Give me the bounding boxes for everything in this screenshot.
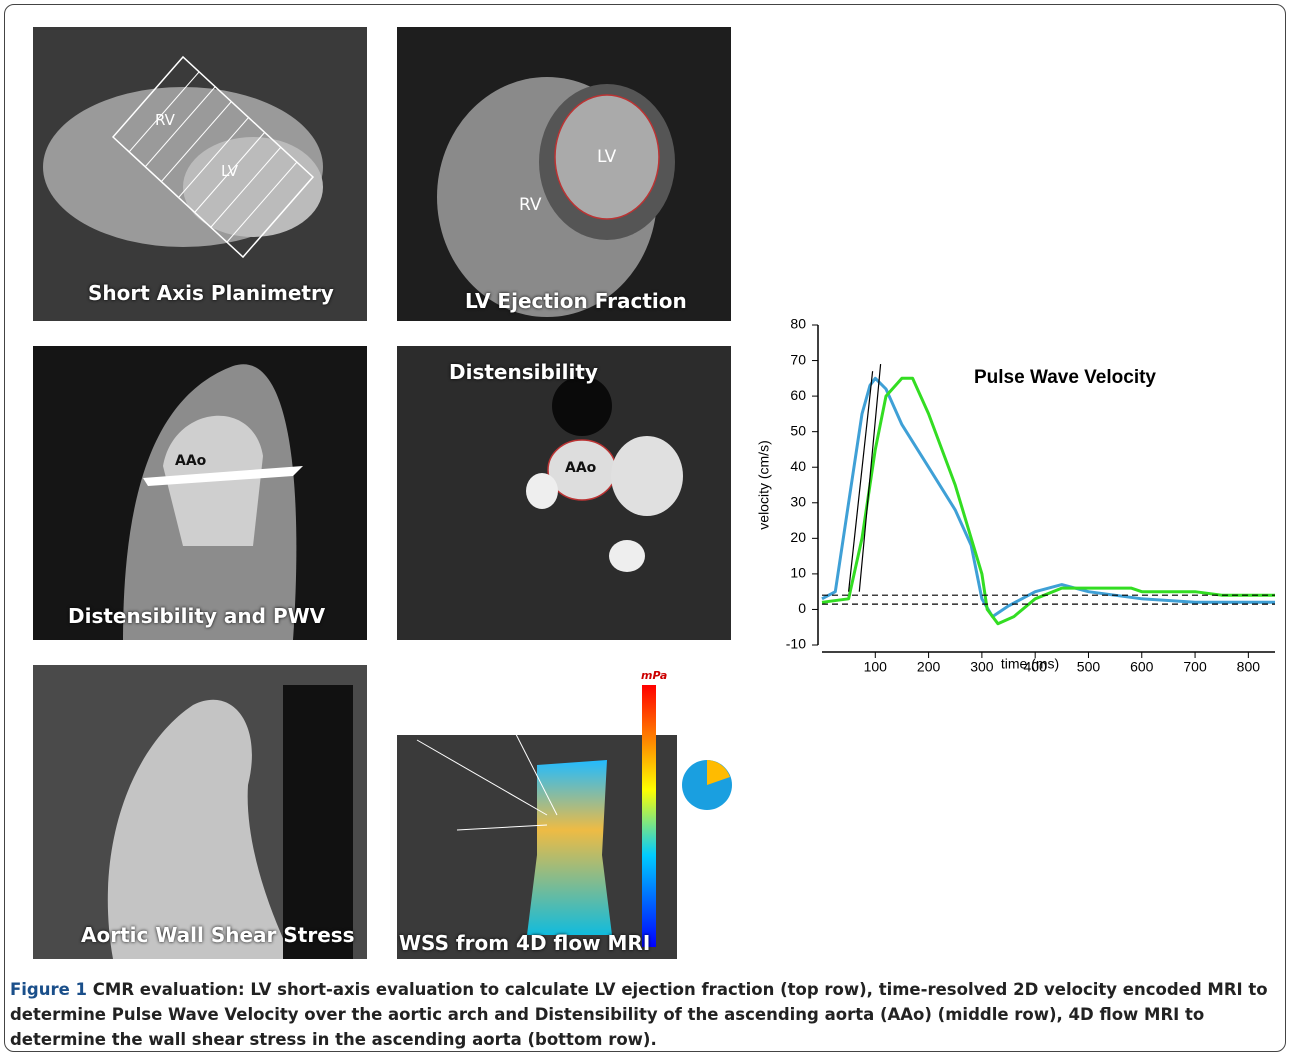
y-tick-label: -10 — [786, 636, 806, 652]
y-tick-label: 70 — [790, 351, 806, 367]
y-tick-label: 50 — [790, 422, 806, 438]
x-tick-label: 800 — [1237, 659, 1261, 675]
y-tick-label: 0 — [798, 600, 806, 616]
annotation: AAo — [565, 460, 596, 476]
y-tick-label: 80 — [790, 316, 806, 332]
chart-title: Pulse Wave Velocity — [974, 367, 1156, 388]
annotation: RV — [519, 195, 542, 215]
panel-label: LV Ejection Fraction — [465, 289, 687, 313]
x-tick-label: 700 — [1183, 659, 1207, 675]
mri-panel: AAo Distensibility — [397, 346, 731, 640]
y-tick-label: 40 — [790, 458, 806, 474]
x-tick-label: 500 — [1077, 659, 1101, 675]
panel-label: Distensibility — [449, 360, 598, 384]
mri-image — [33, 27, 367, 321]
panel-label: Short Axis Planimetry — [88, 281, 334, 305]
mri-image — [33, 346, 367, 640]
mri-image — [397, 665, 737, 959]
annotation: RV — [155, 111, 175, 129]
x-tick-label: 200 — [917, 659, 941, 675]
chart: Pulse Wave Velocity time (ms) velocity (… — [740, 300, 1285, 690]
x-tick-label: 100 — [864, 659, 888, 675]
series-line — [822, 378, 1275, 616]
mri-panel: LV RV LV Ejection Fraction — [397, 27, 731, 321]
x-tick-label: 300 — [970, 659, 994, 675]
y-tick-label: 20 — [790, 529, 806, 545]
mri-panel: mPa WSS from 4D flow MRI — [397, 665, 737, 959]
panel-label: Distensibility and PWV — [68, 604, 325, 628]
x-tick-label: 600 — [1130, 659, 1154, 675]
panel-label: WSS from 4D flow MRI — [399, 931, 650, 955]
caption: Figure 1 CMR evaluation: LV short-axis e… — [10, 977, 1280, 1052]
mri-panel: RV LV Short Axis Planimetry — [33, 27, 367, 321]
y-tick-label: 30 — [790, 493, 806, 509]
mri-image — [397, 346, 731, 640]
annotation: AAo — [175, 453, 206, 469]
mri-image — [397, 27, 731, 321]
y-tick-label: 10 — [790, 565, 806, 581]
x-tick-label: 400 — [1023, 659, 1047, 675]
annotation: mPa — [641, 669, 667, 682]
caption-label: Figure 1 — [10, 980, 87, 999]
mri-image — [33, 665, 367, 959]
y-axis-label: velocity (cm/s) — [756, 440, 772, 529]
y-tick-label: 60 — [790, 387, 806, 403]
mri-panel: AAo Distensibility and PWV — [33, 346, 367, 640]
mri-panel: Aortic Wall Shear Stress — [33, 665, 367, 959]
annotation: LV — [221, 162, 238, 180]
annotation: LV — [597, 147, 616, 167]
panel-label: Aortic Wall Shear Stress — [81, 923, 355, 947]
caption-text: CMR evaluation: LV short-axis evaluation… — [10, 980, 1268, 1049]
